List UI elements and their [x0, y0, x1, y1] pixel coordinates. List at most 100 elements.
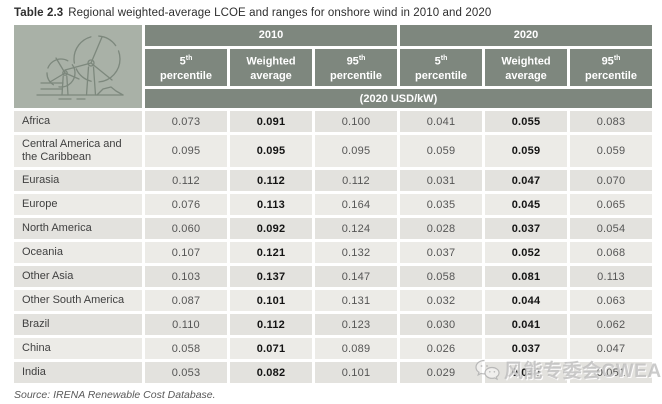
value-cell: 0.124	[315, 218, 397, 239]
table-row-other-south-america: Other South America 0.087 0.101 0.131 0.…	[14, 290, 652, 311]
column-header-2010-p95: 95th percentile	[315, 48, 397, 87]
region-label: North America	[14, 218, 142, 239]
value-cell: 0.031	[400, 170, 482, 191]
value-cell: 0.068	[570, 242, 652, 263]
value-cell: 0.059	[400, 135, 482, 167]
value-cell: 0.103	[145, 266, 227, 287]
region-label: China	[14, 338, 142, 359]
table-row-eurasia: Eurasia 0.112 0.112 0.112 0.031 0.047 0.…	[14, 170, 652, 191]
value-cell: 0.065	[570, 194, 652, 215]
value-cell: 0.058	[400, 266, 482, 287]
value-cell: 0.051	[570, 362, 652, 383]
value-cell: 0.026	[400, 338, 482, 359]
table-row-other-asia: Other Asia 0.103 0.137 0.147 0.058 0.081…	[14, 266, 652, 287]
region-label: Other Asia	[14, 266, 142, 287]
value-cell: 0.113	[230, 194, 312, 215]
column-header-2010-p5: 5th percentile	[145, 48, 227, 87]
value-cell: 0.095	[145, 135, 227, 167]
value-cell: 0.131	[315, 290, 397, 311]
value-cell: 0.045	[485, 194, 567, 215]
value-cell: 0.087	[145, 290, 227, 311]
table-row-oceania: Oceania 0.107 0.121 0.132 0.037 0.052 0.…	[14, 242, 652, 263]
table-row-africa: Africa 0.073 0.091 0.100 0.041 0.055 0.0…	[14, 111, 652, 132]
value-cell: 0.076	[145, 194, 227, 215]
value-cell: 0.041	[400, 111, 482, 132]
table-row-brazil: Brazil 0.110 0.112 0.123 0.030 0.041 0.0…	[14, 314, 652, 335]
table-number: Table 2.3	[14, 7, 64, 19]
value-cell: 0.037	[485, 338, 567, 359]
region-label: Eurasia	[14, 170, 142, 191]
table-row-india: India 0.053 0.082 0.101 0.029 0.040 0.05…	[14, 362, 652, 383]
value-cell: 0.041	[485, 314, 567, 335]
lcoe-table: 2010 2020 5th percentile Weighted average …	[11, 22, 655, 386]
value-cell: 0.137	[230, 266, 312, 287]
value-cell: 0.053	[145, 362, 227, 383]
value-cell: 0.092	[230, 218, 312, 239]
value-cell: 0.121	[230, 242, 312, 263]
column-header-2020-p95: 95th percentile	[570, 48, 652, 87]
value-cell: 0.082	[230, 362, 312, 383]
value-cell: 0.037	[400, 242, 482, 263]
column-header-2020-p5: 5th percentile	[400, 48, 482, 87]
value-cell: 0.030	[400, 314, 482, 335]
table-row-china: China 0.058 0.071 0.089 0.026 0.037 0.04…	[14, 338, 652, 359]
value-cell: 0.089	[315, 338, 397, 359]
region-label: India	[14, 362, 142, 383]
value-cell: 0.037	[485, 218, 567, 239]
value-cell: 0.123	[315, 314, 397, 335]
value-cell: 0.058	[145, 338, 227, 359]
value-cell: 0.083	[570, 111, 652, 132]
wind-turbine-icon	[14, 25, 142, 108]
region-label: Europe	[14, 194, 142, 215]
region-label: Brazil	[14, 314, 142, 335]
value-cell: 0.054	[570, 218, 652, 239]
value-cell: 0.164	[315, 194, 397, 215]
unit-row: (2020 USD/kW)	[145, 89, 652, 108]
table-row-north-america: North America 0.060 0.092 0.124 0.028 0.…	[14, 218, 652, 239]
region-label: Oceania	[14, 242, 142, 263]
value-cell: 0.035	[400, 194, 482, 215]
value-cell: 0.059	[485, 135, 567, 167]
value-cell: 0.044	[485, 290, 567, 311]
value-cell: 0.062	[570, 314, 652, 335]
value-cell: 0.070	[570, 170, 652, 191]
value-cell: 0.107	[145, 242, 227, 263]
column-header-2020-wavg: Weighted average	[485, 48, 567, 87]
source-note: Source: IRENA Renewable Cost Database.	[14, 389, 216, 401]
value-cell: 0.112	[145, 170, 227, 191]
value-cell: 0.081	[485, 266, 567, 287]
value-cell: 0.095	[230, 135, 312, 167]
value-cell: 0.112	[315, 170, 397, 191]
table-row-central-america: Central America and the Caribbean 0.095 …	[14, 135, 652, 167]
value-cell: 0.059	[570, 135, 652, 167]
value-cell: 0.110	[145, 314, 227, 335]
value-cell: 0.101	[315, 362, 397, 383]
table-title: Table 2.3 Regional weighted-average LCOE …	[0, 0, 662, 19]
table-row-europe: Europe 0.076 0.113 0.164 0.035 0.045 0.0…	[14, 194, 652, 215]
region-label: Central America and the Caribbean	[14, 135, 142, 167]
value-cell: 0.047	[570, 338, 652, 359]
value-cell: 0.100	[315, 111, 397, 132]
value-cell: 0.052	[485, 242, 567, 263]
value-cell: 0.095	[315, 135, 397, 167]
table-caption: Regional weighted-average LCOE and range…	[68, 7, 492, 19]
value-cell: 0.040	[485, 362, 567, 383]
value-cell: 0.132	[315, 242, 397, 263]
value-cell: 0.060	[145, 218, 227, 239]
value-cell: 0.071	[230, 338, 312, 359]
value-cell: 0.029	[400, 362, 482, 383]
year-group-2010: 2010	[145, 25, 397, 46]
value-cell: 0.101	[230, 290, 312, 311]
value-cell: 0.047	[485, 170, 567, 191]
value-cell: 0.073	[145, 111, 227, 132]
region-label: Other South America	[14, 290, 142, 311]
year-group-2020: 2020	[400, 25, 652, 46]
value-cell: 0.112	[230, 314, 312, 335]
value-cell: 0.028	[400, 218, 482, 239]
value-cell: 0.113	[570, 266, 652, 287]
column-header-2010-wavg: Weighted average	[230, 48, 312, 87]
value-cell: 0.091	[230, 111, 312, 132]
value-cell: 0.112	[230, 170, 312, 191]
value-cell: 0.147	[315, 266, 397, 287]
